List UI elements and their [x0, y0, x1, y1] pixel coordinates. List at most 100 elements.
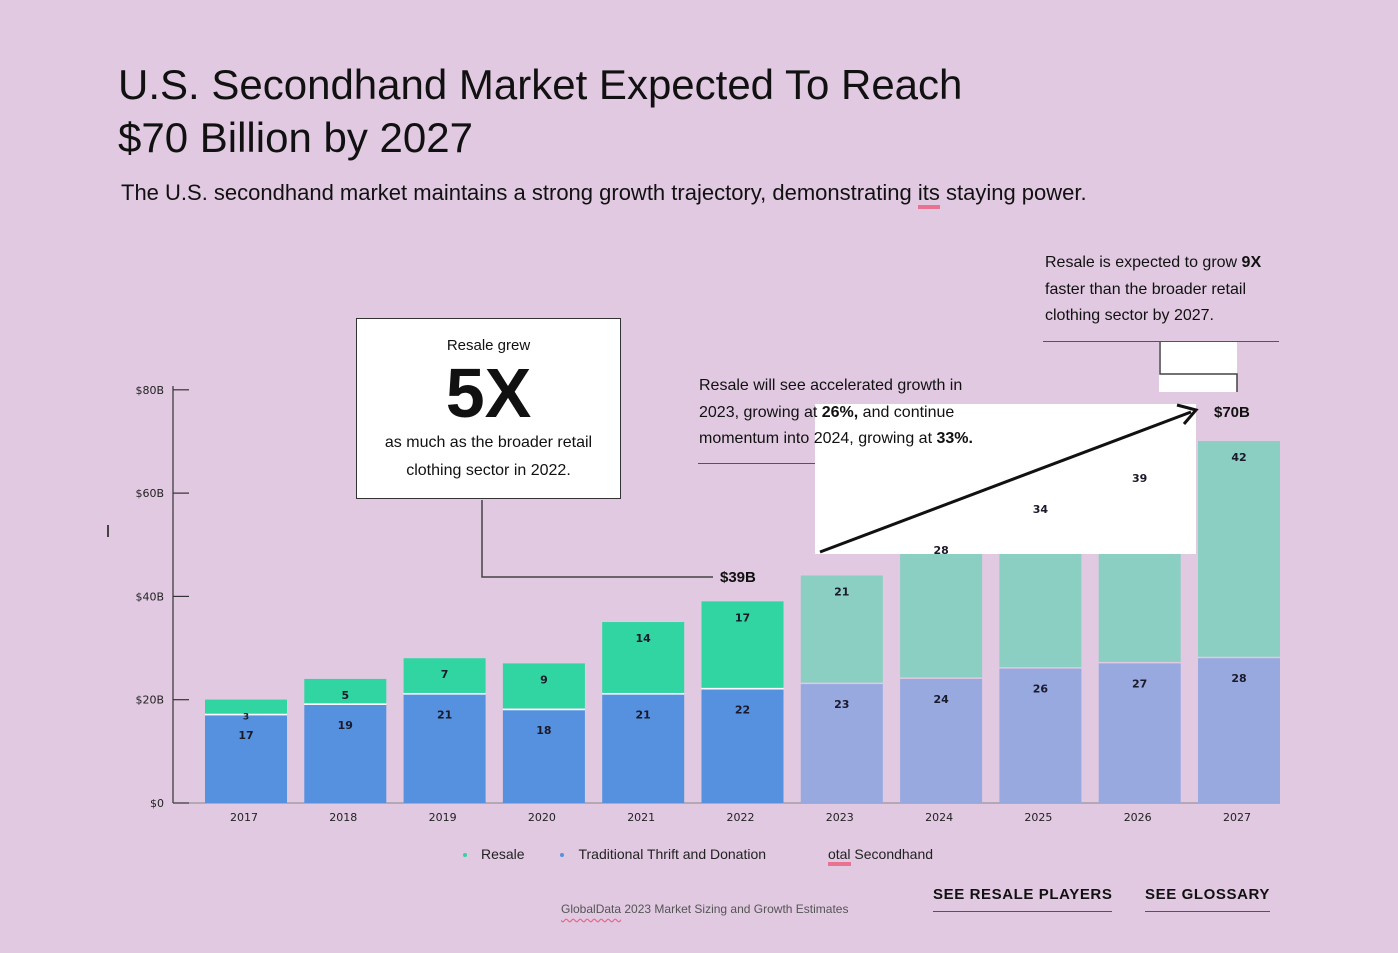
data-label-thrift: 18 — [536, 724, 551, 737]
subtitle-spellcheck-word: its — [917, 180, 940, 209]
page-title: U.S. Secondhand Market Expected To Reach… — [118, 58, 1098, 164]
legend-dot-resale — [463, 853, 467, 858]
callout-big-number: 5X — [445, 354, 532, 432]
nine-line-2: faster than the broader retail — [1045, 280, 1247, 298]
accel-line-2-text: 2023, growing at — [699, 403, 822, 421]
bar-resale — [900, 534, 983, 678]
data-label-resale: 42 — [1231, 451, 1246, 464]
data-label-thrift: 26 — [1033, 683, 1049, 696]
y-tick-label: $40B — [135, 590, 164, 603]
data-label-resale: 39 — [1132, 472, 1147, 485]
see-glossary-link[interactable]: SEE GLOSSARY — [1145, 886, 1271, 912]
title-line-1: U.S. Secondhand Market Expected To Reach — [118, 61, 963, 108]
data-label-thrift: 17 — [238, 729, 253, 742]
bar-resale — [304, 678, 387, 704]
accel-line-3-text: momentum into 2024, growing at — [699, 430, 937, 447]
growth-arrowhead-icon — [1176, 403, 1199, 425]
data-label-resale: 9 — [540, 673, 548, 686]
callout-39b-connector — [481, 500, 713, 578]
x-tick-label: 2027 — [1223, 811, 1251, 824]
source-note: GlobalData 2023 Market Sizing and Growth… — [561, 902, 848, 916]
bar-thrift — [304, 704, 387, 803]
data-label-resale: 34 — [1033, 503, 1049, 516]
x-tick-label: 2023 — [826, 811, 854, 824]
nine-note-rule — [1043, 341, 1279, 342]
source-text: 2023 Market Sizing and Growth Estimates — [621, 902, 849, 916]
y-tick-label: $20B — [135, 694, 164, 707]
see-resale-players-link[interactable]: SEE RESALE PLAYERS — [933, 886, 1113, 912]
legend-label-thrift: Traditional Thrift and Donation — [578, 846, 767, 862]
accel-line-2: 2023, growing at 26%, and continue — [699, 400, 1029, 427]
bar-resale — [1198, 441, 1280, 657]
source-publisher: GlobalData — [561, 902, 622, 916]
legend-item-resale: Resale — [463, 846, 525, 862]
data-label-thrift: 27 — [1132, 677, 1147, 690]
data-label-thrift: 21 — [636, 708, 651, 721]
accel-note-rule — [698, 463, 815, 464]
data-label-thrift: 19 — [338, 719, 353, 732]
x-tick-label: 2019 — [429, 811, 457, 824]
x-tick-label: 2026 — [1124, 811, 1152, 824]
growth-arrow-line — [819, 410, 1192, 554]
nine-line-1-text: Resale is expected to grow — [1045, 254, 1242, 271]
total-label-70b: $70B — [1214, 404, 1250, 421]
bar-labels: 17 3 19 5 21 7 18 9 21 14 22 17 23 21 24 26 27 28 42 — [238, 451, 1246, 742]
callout-tail-1: as much as the broader retail — [384, 434, 593, 451]
accelerated-growth-note: Resale will see accelerated growth in 20… — [699, 373, 1029, 453]
nine-x-value: 9X — [1241, 254, 1262, 271]
nine-x-connector — [1159, 342, 1238, 392]
x-tick-label: 2024 — [925, 811, 953, 824]
data-label-thrift: 22 — [735, 703, 750, 716]
legend-label-total: Secondhand — [850, 846, 934, 862]
y-tick-label: $80B — [135, 384, 164, 397]
resale-5x-callout: Resale grew 5X as much as the broader re… — [356, 318, 621, 499]
bar-thrift — [602, 694, 685, 803]
x-tick-label: 2017 — [230, 811, 258, 824]
data-label-resale: 5 — [341, 689, 349, 702]
legend-label-resale: Resale — [481, 846, 525, 862]
bar-resale — [502, 663, 585, 709]
bar-resale — [701, 601, 784, 688]
data-label-thrift: 28 — [1231, 672, 1246, 685]
total-label-39b: $39B — [720, 569, 756, 586]
bar-resale — [602, 622, 685, 693]
bar-thrift — [205, 715, 287, 803]
x-tick-label: 2022 — [727, 811, 755, 824]
bar-thrift — [403, 694, 486, 803]
data-label-resale: 7 — [441, 668, 449, 681]
bar-resale — [205, 699, 287, 714]
text-cursor — [107, 525, 109, 537]
accel-line-3: momentum into 2024, growing at 33%. — [699, 426, 1029, 453]
bar-thrift — [800, 684, 883, 803]
bar-thrift — [999, 668, 1082, 803]
bar-thrift — [502, 709, 585, 803]
accel-line-2-end: and continue — [858, 403, 955, 421]
bar-thrift — [701, 689, 784, 803]
y-tick-label: $0 — [150, 797, 164, 810]
data-label-resale: 21 — [834, 586, 849, 599]
accel-line-1: Resale will see accelerated growth in — [699, 377, 963, 394]
legend-dot-thrift — [560, 853, 565, 858]
callout-tail-2: clothing sector in 2022. — [406, 462, 571, 479]
data-label-resale: 14 — [636, 632, 652, 645]
subtitle-text-end: staying power. — [939, 180, 1087, 205]
x-tick-label: 2025 — [1024, 811, 1052, 824]
y-tick-label: $60B — [135, 487, 164, 500]
accel-2024-rate: 33%. — [936, 430, 973, 447]
title-line-2: $70 Billion by 2027 — [118, 114, 473, 161]
arrow-overlay-panel — [1159, 342, 1237, 392]
bar-resale — [800, 575, 883, 683]
nine-line-1: Resale is expected to grow 9X — [1045, 250, 1290, 277]
legend-item-thrift: Traditional Thrift and Donation — [560, 846, 766, 862]
x-tick-label: 2018 — [329, 811, 357, 824]
x-tick-label: 2021 — [627, 811, 655, 824]
bar-resale — [403, 658, 486, 693]
data-label-thrift: 24 — [933, 693, 949, 706]
nine-line-3: clothing sector by 2027. — [1045, 307, 1214, 324]
bar-thrift — [1098, 663, 1181, 803]
bars — [205, 441, 1280, 803]
data-label-resale: 28 — [933, 544, 948, 557]
data-label-thrift: 21 — [437, 708, 452, 721]
chart-legend: Resale Traditional Thrift and Donation o… — [463, 846, 965, 866]
